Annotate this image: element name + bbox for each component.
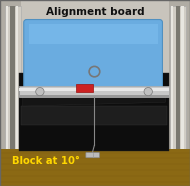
FancyBboxPatch shape — [86, 153, 99, 158]
Circle shape — [144, 88, 152, 96]
Bar — [19, 95, 169, 97]
FancyBboxPatch shape — [24, 20, 162, 96]
Bar — [16, 6, 18, 158]
Bar — [19, 86, 169, 97]
Text: Block at 10°: Block at 10° — [12, 156, 80, 166]
Bar — [76, 84, 93, 92]
Bar — [6, 6, 8, 158]
Bar — [5, 6, 21, 158]
Bar — [19, 88, 169, 91]
Circle shape — [36, 88, 44, 96]
Bar — [169, 0, 190, 153]
Polygon shape — [23, 93, 165, 106]
Text: Alignment board: Alignment board — [46, 7, 144, 17]
Bar — [28, 24, 158, 44]
Bar — [171, 6, 173, 158]
Bar — [10, 6, 15, 158]
Bar — [176, 6, 180, 158]
Bar — [170, 6, 186, 158]
Bar — [19, 73, 169, 151]
Bar — [181, 6, 184, 158]
Bar — [0, 149, 190, 186]
Bar — [0, 0, 21, 153]
Bar — [0, 0, 190, 153]
Bar — [21, 106, 167, 125]
